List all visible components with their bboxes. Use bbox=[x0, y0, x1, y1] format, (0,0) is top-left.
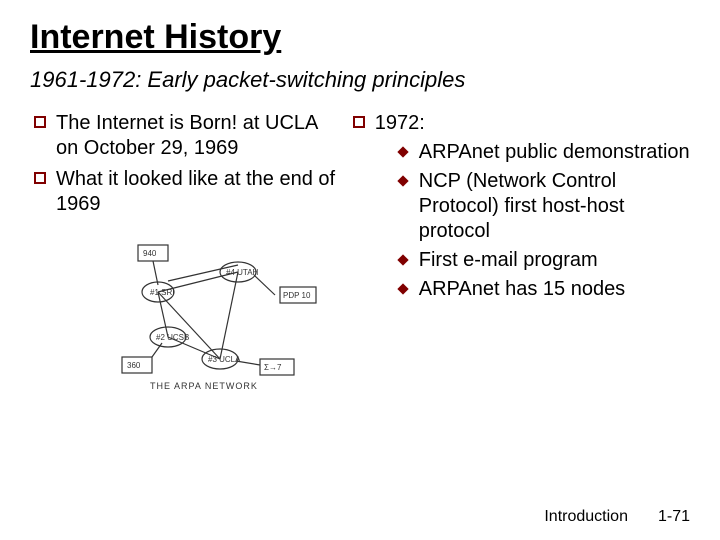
svg-text:PDP 10: PDP 10 bbox=[283, 291, 311, 300]
right-sub-bullet-list: ARPAnet public demonstration NCP (Networ… bbox=[375, 140, 690, 302]
right-bullet-list: 1972: ARPAnet public demonstration NCP (… bbox=[349, 111, 690, 302]
list-item: ARPAnet has 15 nodes bbox=[399, 277, 690, 302]
list-item: ARPAnet public demonstration bbox=[399, 140, 690, 165]
network-svg: #1 SRI #4 UTAH #2 UCSB #3 UCLA 940 PDP 1… bbox=[110, 227, 330, 397]
right-column: 1972: ARPAnet public demonstration NCP (… bbox=[349, 107, 690, 402]
list-item: The Internet is Born! at UCLA on October… bbox=[34, 111, 339, 161]
svg-text:940: 940 bbox=[143, 249, 157, 258]
columns: The Internet is Born! at UCLA on October… bbox=[30, 107, 690, 402]
footer: Introduction 1-71 bbox=[544, 508, 690, 526]
subtitle: 1961-1972: Early packet-switching princi… bbox=[30, 67, 690, 93]
slide: Internet History 1961-1972: Early packet… bbox=[0, 0, 720, 540]
svg-text:#2 UCSB: #2 UCSB bbox=[156, 333, 189, 342]
list-item: First e-mail program bbox=[399, 248, 690, 273]
svg-text:Σ→7: Σ→7 bbox=[264, 363, 282, 372]
year-heading: 1972: bbox=[375, 112, 425, 134]
svg-text:#3 UCLA: #3 UCLA bbox=[208, 355, 241, 364]
page-title: Internet History bbox=[30, 18, 690, 57]
svg-text:THE ARPA NETWORK: THE ARPA NETWORK bbox=[150, 381, 258, 391]
list-item: 1972: ARPAnet public demonstration NCP (… bbox=[353, 111, 690, 302]
footer-page: 1-71 bbox=[658, 508, 690, 526]
left-column: The Internet is Born! at UCLA on October… bbox=[30, 107, 339, 402]
svg-text:#4 UTAH: #4 UTAH bbox=[226, 268, 259, 277]
svg-text:360: 360 bbox=[127, 361, 141, 370]
svg-text:#1 SRI: #1 SRI bbox=[150, 288, 174, 297]
left-bullet-list: The Internet is Born! at UCLA on October… bbox=[30, 111, 339, 217]
list-item: What it looked like at the end of 1969 bbox=[34, 167, 339, 217]
footer-section: Introduction bbox=[544, 508, 628, 526]
arpanet-diagram: #1 SRI #4 UTAH #2 UCSB #3 UCLA 940 PDP 1… bbox=[110, 227, 339, 402]
list-item: NCP (Network Control Protocol) first hos… bbox=[399, 169, 690, 244]
